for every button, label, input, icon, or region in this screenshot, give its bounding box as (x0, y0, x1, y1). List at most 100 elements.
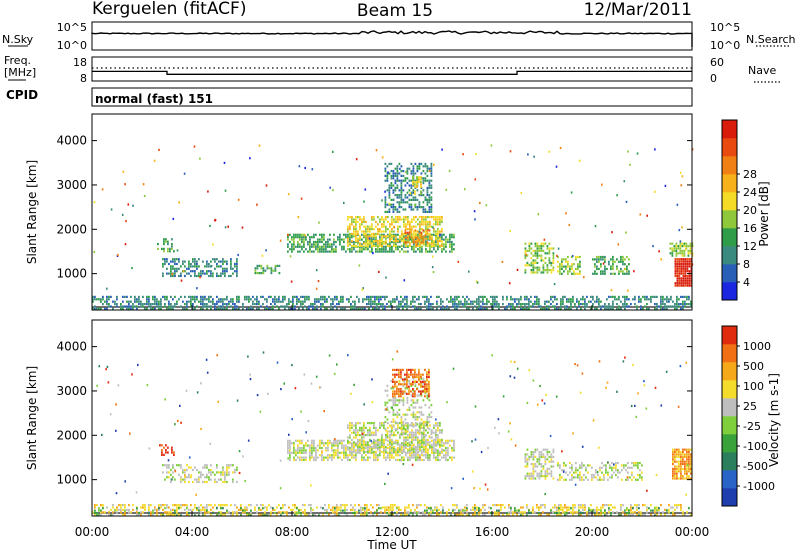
range-gate-cell (339, 451, 341, 454)
range-gate-cell (268, 504, 270, 507)
range-gate-cell (388, 430, 391, 433)
range-gate-cell (389, 446, 391, 449)
range-gate-cell (677, 247, 680, 250)
range-gate-cell (342, 298, 344, 301)
range-gate-cell (432, 511, 434, 515)
range-gate-cell (232, 511, 234, 514)
range-gate-cell (638, 295, 640, 298)
range-gate-cell (381, 218, 383, 221)
range-gate-cell (254, 508, 256, 511)
range-gate-cell (676, 272, 679, 275)
range-gate-cell (433, 218, 435, 221)
range-gate-cell (186, 464, 188, 467)
range-gate-cell (425, 454, 427, 457)
range-gate-cell (309, 458, 311, 462)
range-gate-cell (390, 425, 393, 428)
range-gate-cell (398, 380, 401, 383)
range-gate-cell (421, 223, 423, 226)
range-gate-cell (379, 233, 381, 236)
range-gate-cell (628, 511, 630, 515)
range-gate-cell (400, 418, 403, 421)
range-gate-cell (437, 434, 439, 437)
range-gate-cell (436, 307, 438, 310)
range-gate-cell (402, 401, 405, 404)
range-gate-cell (282, 295, 284, 298)
range-gate-cell (114, 509, 116, 512)
range-gate-cell (148, 504, 150, 507)
range-gate-cell (332, 307, 334, 310)
range-gate-cell (174, 504, 176, 507)
range-gate-cell (384, 190, 386, 193)
range-gate-cell (412, 182, 415, 185)
range-gate-cell (397, 248, 399, 251)
range-gate-cell (293, 444, 295, 447)
range-gate-cell (668, 305, 670, 308)
range-gate-cell (392, 387, 395, 390)
range-gate-cell (162, 295, 164, 298)
range-gate-cell (480, 307, 482, 310)
range-gate-cell (682, 303, 684, 306)
range-gate-cell (561, 267, 563, 271)
range-gate-cell (427, 458, 429, 462)
range-gate-cell (224, 272, 226, 275)
range-gate-cell (584, 303, 586, 306)
range-gate-cell (680, 265, 683, 268)
range-gate-cell (249, 157, 251, 160)
range-gate-cell (574, 305, 576, 308)
range-gate-cell (414, 382, 417, 385)
range-gate-cell (362, 513, 364, 516)
range-gate-cell (684, 279, 687, 282)
range-gate-cell (421, 228, 423, 231)
range-gate-cell (349, 240, 351, 244)
range-gate-cell (291, 248, 293, 251)
range-gate-cell (425, 434, 427, 437)
range-gate-cell (190, 303, 192, 306)
range-gate-cell (262, 507, 264, 510)
range-gate-cell (563, 265, 565, 268)
range-gate-cell (450, 514, 452, 517)
range-gate-cell (406, 172, 409, 175)
range-gate-cell (578, 303, 580, 306)
range-gate-cell (305, 238, 307, 241)
range-gate-cell (343, 449, 345, 452)
range-gate-cell (349, 235, 351, 238)
range-gate-cell (686, 267, 689, 270)
range-gate-cell (202, 303, 204, 306)
range-gate-cell (357, 429, 359, 432)
range-gate-cell (256, 298, 258, 301)
range-gate-cell (560, 303, 562, 306)
range-gate-cell (407, 228, 409, 231)
range-gate-cell (313, 442, 315, 445)
range-gate-cell (326, 511, 328, 515)
range-gate-cell (681, 245, 684, 248)
range-gate-cell (351, 424, 353, 427)
range-gate-cell (583, 276, 585, 279)
range-gate-cell (402, 307, 404, 310)
range-gate-cell (518, 511, 520, 514)
range-gate-cell (361, 429, 363, 432)
range-gate-cell (363, 232, 365, 235)
range-gate-cell (398, 408, 401, 411)
range-gate-cell (192, 265, 194, 268)
range-gate-cell (571, 265, 573, 268)
range-gate-cell (580, 307, 582, 310)
range-gate-cell (423, 450, 425, 453)
range-gate-cell (240, 514, 242, 517)
range-gate-cell (363, 422, 365, 425)
range-gate-cell (377, 458, 379, 462)
range-gate-cell (652, 295, 654, 298)
range-gate-cell (364, 504, 366, 507)
range-gate-cell (688, 295, 690, 298)
range-gate-cell (421, 426, 423, 429)
range-gate-cell (420, 185, 422, 188)
range-gate-cell (428, 300, 430, 303)
range-gate-cell (274, 269, 277, 272)
range-gate-cell (315, 248, 317, 251)
range-gate-cell (305, 444, 307, 447)
range-gate-cell (190, 300, 192, 303)
range-gate-cell (443, 238, 445, 241)
range-gate-cell (526, 506, 528, 509)
range-gate-cell (266, 514, 268, 517)
range-gate-cell (222, 262, 224, 266)
range-gate-cell (406, 236, 409, 239)
